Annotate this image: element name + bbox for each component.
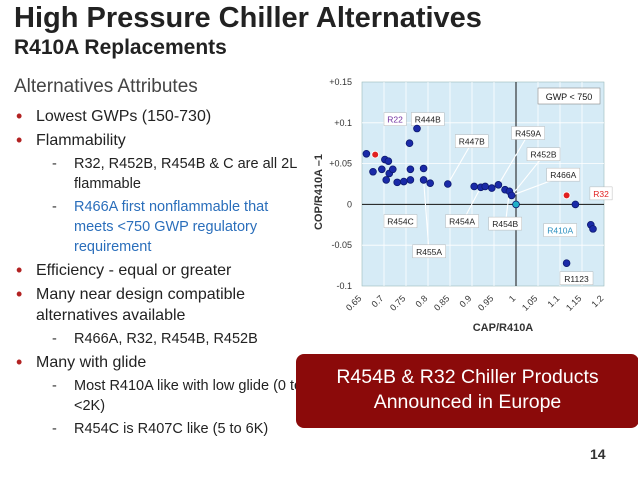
data-point: [571, 200, 580, 209]
data-point: [470, 182, 479, 191]
callout-box: R454B & R32 Chiller Products Announced i…: [296, 354, 638, 428]
data-point: [413, 124, 421, 133]
data-point: [562, 259, 571, 267]
data-label-box: [511, 126, 545, 140]
data-point: [426, 179, 435, 187]
data-label: R454B: [492, 219, 518, 229]
bullet-list: Lowest GWPs (150-730) Flammability R32, …: [14, 106, 304, 442]
data-label-box: [589, 186, 613, 201]
y-tick-label: +0.05: [329, 159, 352, 169]
data-point: [507, 191, 516, 200]
page-number: 14: [590, 446, 606, 462]
data-point: [512, 200, 520, 209]
bullet-item: Many with glide: [14, 352, 304, 373]
data-label: R452B: [531, 150, 557, 160]
data-label: R447B: [459, 137, 485, 147]
label-leader-line: [511, 155, 544, 196]
gwp-annotation-text: GWP < 750: [546, 92, 593, 102]
data-point: [371, 150, 379, 159]
y-axis-title: COP/R410A –1: [313, 154, 325, 230]
data-label: R1123: [564, 274, 589, 284]
data-point: [369, 167, 377, 176]
data-label-box: [383, 214, 418, 228]
scatter-chart: +0.15 +0.1 +0.05 0 -0.05 -0.1 0.65 0.7 0.75 0.8 0.…: [296, 72, 616, 347]
gwp-annotation-box: [537, 87, 601, 105]
bullet-item: Many near design compatible alternatives…: [14, 284, 304, 326]
data-point: [382, 176, 390, 184]
y-tick-label: +0.15: [329, 77, 352, 87]
x-tick-label: 0.65: [344, 293, 363, 312]
y-tick-label: 0: [347, 199, 352, 209]
data-label-box: [383, 112, 407, 126]
data-point: [488, 184, 496, 192]
data-label-box: [445, 214, 479, 228]
data-point: [562, 191, 571, 200]
data-point: [378, 165, 386, 174]
label-leader-line: [423, 179, 430, 253]
slide-title: High Pressure Chiller Alternatives: [14, 2, 482, 34]
sub-bullet-item: R454C is R407C like (5 to 6K): [14, 419, 304, 439]
x-tick-label: 0.7: [369, 293, 385, 309]
bullet-item: Flammability: [14, 130, 304, 151]
data-point: [481, 182, 490, 191]
callout-line-1: R454B & R32 Chiller Products: [336, 366, 599, 388]
data-label: R454C: [387, 217, 413, 227]
sub-bullet-item: R466A first nonflammable that meets <750…: [14, 197, 304, 257]
x-tick-label: 0.75: [388, 293, 407, 312]
chart-svg: +0.15+0.1+0.050-0.05-0.10.65 0.7 0.75 0.8 0.…: [313, 77, 613, 334]
x-tick-label: 0.85: [432, 293, 451, 312]
data-point: [384, 157, 393, 165]
data-label-box: [559, 271, 594, 285]
data-label: R32: [593, 189, 609, 199]
bullet-item: Lowest GWPs (150-730): [14, 106, 304, 127]
sub-bullet-item: R466A, R32, R454B, R452B: [14, 329, 304, 349]
sub-bullet-item: Most R410A like with low glide (0 to <2K…: [14, 376, 304, 416]
data-point: [400, 177, 408, 186]
x-tick-label: 0.8: [413, 293, 429, 309]
data-point: [389, 165, 397, 174]
data-label: R459A: [515, 129, 541, 139]
label-leader-line: [447, 142, 473, 185]
data-point: [419, 176, 428, 184]
slide-subtitle: R410A Replacements: [14, 36, 227, 59]
data-label: R454A: [449, 217, 475, 227]
x-tick-label: 1.15: [564, 293, 583, 312]
x-tick-label: 1: [507, 293, 518, 304]
x-tick-label: 1.05: [520, 293, 539, 312]
data-label-box: [543, 223, 577, 237]
data-label: R410A: [547, 226, 573, 236]
callout-line-2: Announced in Europe: [373, 391, 562, 413]
data-point: [406, 165, 415, 174]
data-point: [419, 164, 428, 173]
data-point: [494, 181, 503, 189]
data-label-box: [455, 134, 489, 148]
data-label-box: [412, 244, 446, 259]
x-tick-label: 1.1: [545, 293, 561, 309]
y-tick-label: -0.1: [336, 281, 352, 291]
data-point: [405, 139, 414, 147]
x-tick-label: 1.2: [589, 293, 605, 309]
data-label: R22: [387, 115, 403, 125]
data-label: R444B: [415, 115, 441, 125]
data-label-box: [488, 216, 522, 231]
x-tick-label: 0.95: [476, 293, 495, 312]
data-label: R466A: [550, 170, 576, 180]
section-heading: Alternatives Attributes: [14, 76, 198, 97]
data-point: [589, 225, 597, 233]
x-tick-label: 0.9: [457, 293, 473, 309]
data-point: [406, 176, 415, 184]
sub-bullet-item: R32, R452B, R454B & C are all 2L flammab…: [14, 154, 304, 194]
data-label-box: [526, 147, 561, 161]
data-point: [444, 180, 452, 188]
data-point: [393, 178, 401, 187]
data-label-box: [411, 112, 445, 126]
x-axis-title: CAP/R410A: [473, 322, 534, 334]
data-point: [362, 150, 371, 158]
bullet-item: Efficiency - equal or greater: [14, 260, 304, 281]
y-tick-label: +0.1: [334, 118, 352, 128]
label-leader-line: [497, 134, 529, 186]
data-label: R455A: [416, 247, 442, 257]
y-tick-label: -0.05: [331, 240, 352, 250]
data-label-box: [546, 167, 581, 182]
